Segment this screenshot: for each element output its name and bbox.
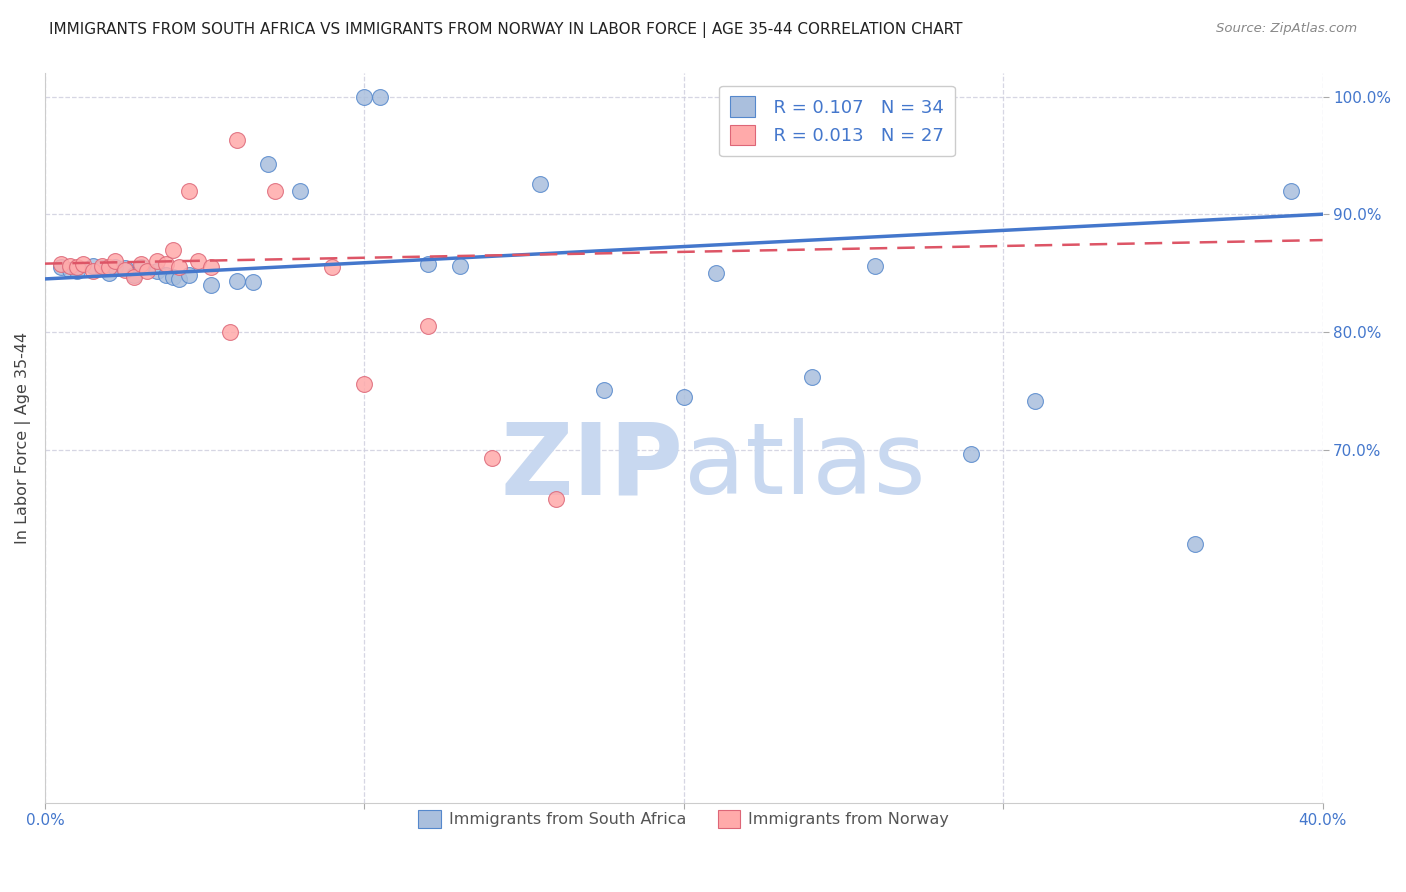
Point	[114, 262, 136, 277]
Point	[177, 184, 200, 198]
Point	[264, 184, 287, 198]
Legend: Immigrants from South Africa, Immigrants from Norway: Immigrants from South Africa, Immigrants…	[412, 804, 956, 835]
Point	[129, 257, 152, 271]
Point	[97, 266, 120, 280]
Point	[124, 268, 146, 283]
Point	[145, 263, 167, 277]
Y-axis label: In Labor Force | Age 35-44: In Labor Force | Age 35-44	[15, 332, 31, 544]
Point	[200, 260, 222, 275]
Point	[162, 269, 184, 284]
Text: IMMIGRANTS FROM SOUTH AFRICA VS IMMIGRANTS FROM NORWAY IN LABOR FORCE | AGE 35-4: IMMIGRANTS FROM SOUTH AFRICA VS IMMIGRAN…	[49, 22, 963, 38]
Point	[353, 376, 375, 391]
Point	[167, 260, 190, 275]
Point	[59, 259, 82, 273]
Point	[529, 177, 551, 191]
Text: Source: ZipAtlas.com: Source: ZipAtlas.com	[1216, 22, 1357, 36]
Point	[290, 184, 312, 198]
Point	[59, 262, 82, 277]
Point	[155, 257, 177, 271]
Point	[49, 257, 72, 271]
Point	[145, 254, 167, 268]
Point	[368, 89, 391, 103]
Point	[66, 260, 89, 275]
Point	[865, 259, 887, 273]
Point	[162, 243, 184, 257]
Point	[82, 263, 104, 277]
Point	[225, 133, 247, 147]
Point	[200, 277, 222, 292]
Point	[177, 268, 200, 283]
Point	[114, 261, 136, 276]
Point	[219, 325, 242, 339]
Point	[593, 383, 616, 397]
Point	[136, 263, 159, 277]
Point	[66, 263, 89, 277]
Point	[1184, 537, 1206, 551]
Point	[481, 450, 503, 465]
Point	[72, 257, 94, 271]
Point	[129, 260, 152, 275]
Point	[960, 447, 983, 461]
Point	[321, 260, 343, 275]
Point	[124, 269, 146, 284]
Point	[104, 260, 127, 275]
Point	[449, 259, 471, 273]
Point	[91, 259, 114, 273]
Point	[49, 260, 72, 275]
Point	[800, 369, 823, 384]
Point	[704, 266, 727, 280]
Point	[167, 272, 190, 286]
Point	[672, 390, 695, 404]
Point	[82, 259, 104, 273]
Point	[257, 156, 280, 170]
Point	[242, 276, 264, 290]
Text: ZIP: ZIP	[501, 418, 683, 516]
Text: atlas: atlas	[683, 418, 925, 516]
Point	[225, 274, 247, 288]
Point	[97, 260, 120, 275]
Point	[91, 261, 114, 276]
Point	[1279, 184, 1302, 198]
Point	[187, 254, 209, 268]
Point	[104, 254, 127, 268]
Point	[544, 491, 567, 506]
Point	[418, 318, 440, 333]
Point	[353, 89, 375, 103]
Point	[155, 268, 177, 283]
Point	[418, 257, 440, 271]
Point	[1024, 394, 1046, 409]
